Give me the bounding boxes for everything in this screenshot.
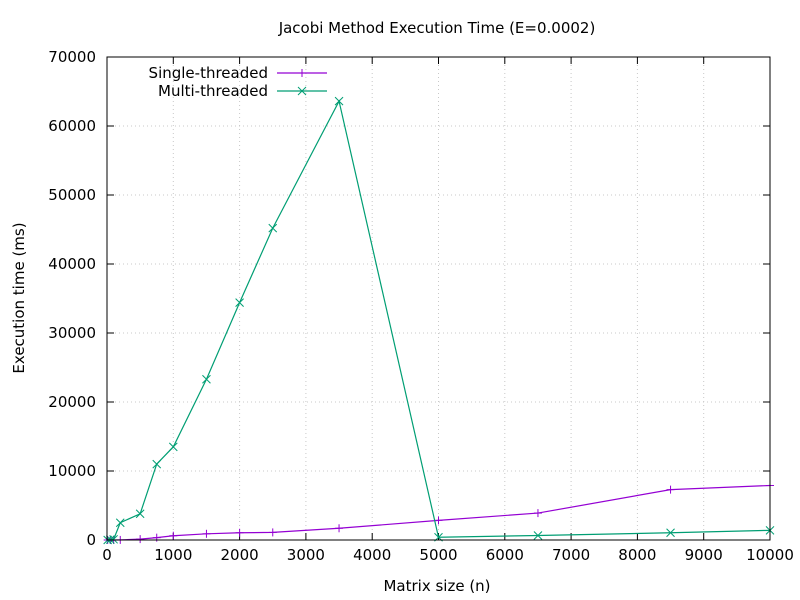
data-point bbox=[202, 374, 211, 384]
tick-labels: 0 1000 2000 3000 4000 5000 6000 7000 8000 9000 100… bbox=[48, 48, 794, 564]
legend-entry: Single-threaded bbox=[149, 64, 327, 82]
data-point bbox=[109, 534, 118, 544]
series-group bbox=[103, 96, 775, 545]
y-tick-label: 30000 bbox=[48, 324, 96, 342]
legend-label: Single-threaded bbox=[149, 64, 268, 82]
data-point bbox=[434, 516, 443, 525]
x-tick-label: 3000 bbox=[287, 546, 325, 564]
x-tick-label: 7000 bbox=[552, 546, 590, 564]
data-point bbox=[152, 459, 162, 469]
y-tick-label: 40000 bbox=[48, 255, 96, 273]
x-tick-label: 6000 bbox=[486, 546, 524, 564]
series-line bbox=[107, 99, 771, 541]
legend-marker bbox=[297, 86, 307, 96]
data-point bbox=[335, 524, 344, 533]
plot-frame bbox=[106, 56, 771, 541]
x-tick-label: 1000 bbox=[154, 546, 192, 564]
data-point bbox=[533, 509, 542, 518]
x-tick-label: 9000 bbox=[685, 546, 723, 564]
x-tick-label: 4000 bbox=[353, 546, 391, 564]
x-axis-label: Matrix size (n) bbox=[383, 577, 490, 595]
data-point bbox=[169, 531, 178, 540]
x-tick-label: 2000 bbox=[221, 546, 259, 564]
series-multi-threaded bbox=[103, 96, 775, 545]
y-axis-label: Execution time (ms) bbox=[10, 222, 28, 373]
data-point bbox=[268, 223, 278, 233]
data-point bbox=[168, 442, 178, 452]
y-tick-label: 20000 bbox=[48, 393, 96, 411]
data-point bbox=[115, 518, 125, 528]
x-tick-label: 8000 bbox=[618, 546, 656, 564]
legend-marker bbox=[298, 69, 306, 77]
y-tick-label: 50000 bbox=[48, 186, 96, 204]
x-tick-label: 0 bbox=[102, 546, 112, 564]
data-point bbox=[202, 529, 211, 538]
y-tick-label: 0 bbox=[86, 531, 96, 549]
y-tick-label: 60000 bbox=[48, 117, 96, 135]
legend-label: Multi-threaded bbox=[158, 82, 268, 100]
data-point bbox=[334, 96, 344, 106]
data-point bbox=[235, 298, 244, 307]
legend-entry: Multi-threaded bbox=[158, 82, 327, 100]
data-point bbox=[666, 485, 675, 494]
x-tick-label: 10000 bbox=[746, 546, 794, 564]
data-point bbox=[268, 528, 277, 537]
grid-lines bbox=[107, 57, 770, 540]
x-tick-label: 5000 bbox=[419, 546, 457, 564]
data-point bbox=[136, 535, 145, 544]
y-tick-label: 10000 bbox=[48, 462, 96, 480]
data-point bbox=[533, 531, 543, 540]
data-point bbox=[235, 528, 244, 537]
data-point bbox=[135, 509, 145, 519]
y-tick-label: 70000 bbox=[48, 48, 96, 66]
chart-title: Jacobi Method Execution Time (E=0.0002) bbox=[278, 19, 596, 37]
data-point bbox=[666, 528, 675, 538]
